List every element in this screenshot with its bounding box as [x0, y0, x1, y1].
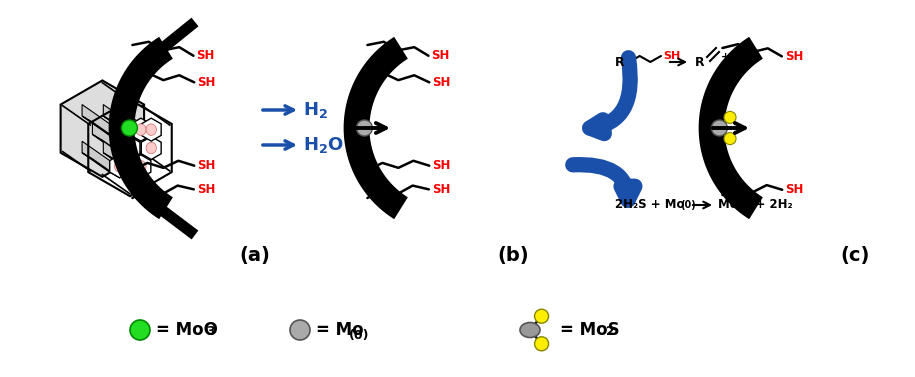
Polygon shape [141, 118, 161, 141]
Text: R: R [615, 55, 625, 69]
Circle shape [712, 120, 727, 136]
Circle shape [122, 120, 137, 136]
Text: = MoS: = MoS [560, 321, 619, 339]
Polygon shape [110, 155, 130, 178]
Ellipse shape [146, 142, 156, 154]
Polygon shape [344, 37, 408, 219]
Polygon shape [82, 141, 110, 172]
Polygon shape [120, 136, 140, 159]
Text: SH: SH [197, 49, 215, 62]
Circle shape [357, 120, 372, 136]
Text: (a): (a) [240, 245, 271, 265]
Polygon shape [141, 136, 161, 159]
Polygon shape [113, 116, 151, 141]
Text: R: R [695, 55, 705, 69]
Text: SH: SH [197, 183, 215, 196]
Text: SH: SH [432, 49, 450, 62]
Polygon shape [92, 134, 130, 159]
Text: SH: SH [432, 159, 451, 172]
Polygon shape [103, 153, 141, 178]
Polygon shape [113, 134, 151, 159]
Text: SH: SH [785, 50, 803, 63]
Text: = MoO: = MoO [156, 321, 218, 339]
Ellipse shape [135, 161, 146, 172]
Text: $\mathbf{H_2}$: $\mathbf{H_2}$ [303, 100, 328, 120]
Text: $\mathbf{H_2O}$: $\mathbf{H_2O}$ [303, 135, 344, 155]
Circle shape [130, 320, 150, 340]
Text: (b): (b) [497, 245, 529, 265]
Ellipse shape [114, 161, 124, 172]
Text: = Mo: = Mo [316, 321, 363, 339]
Polygon shape [103, 116, 141, 141]
Ellipse shape [114, 124, 124, 135]
Ellipse shape [146, 124, 156, 135]
Text: MoS₂ + 2H₂: MoS₂ + 2H₂ [718, 199, 792, 211]
Polygon shape [131, 155, 151, 178]
Circle shape [534, 337, 549, 351]
Polygon shape [82, 153, 120, 178]
Ellipse shape [135, 124, 146, 135]
Polygon shape [113, 123, 141, 154]
Ellipse shape [520, 322, 540, 337]
Polygon shape [699, 37, 763, 219]
Text: SH: SH [432, 183, 450, 196]
Text: SH: SH [198, 159, 216, 172]
Text: SH: SH [663, 51, 680, 61]
Polygon shape [103, 141, 131, 172]
Text: 3: 3 [206, 325, 215, 338]
Polygon shape [109, 37, 173, 219]
Polygon shape [113, 104, 141, 135]
Text: SH: SH [198, 76, 216, 89]
Text: (c): (c) [840, 245, 869, 265]
Circle shape [724, 133, 736, 145]
Circle shape [290, 320, 310, 340]
Text: + H₂S: + H₂S [721, 52, 757, 62]
Text: (0): (0) [680, 200, 695, 210]
Text: SH: SH [785, 183, 803, 196]
Polygon shape [82, 104, 110, 135]
Polygon shape [92, 123, 120, 154]
Polygon shape [103, 104, 131, 135]
Polygon shape [82, 116, 120, 141]
Text: (0): (0) [349, 329, 370, 342]
Polygon shape [60, 80, 144, 177]
Text: 2H₂S + Mo: 2H₂S + Mo [615, 199, 684, 211]
Text: SH: SH [432, 76, 451, 89]
Polygon shape [131, 118, 151, 141]
Ellipse shape [124, 142, 135, 154]
Circle shape [534, 309, 549, 323]
Circle shape [724, 111, 736, 123]
Polygon shape [110, 118, 130, 141]
Text: 2: 2 [606, 325, 615, 338]
